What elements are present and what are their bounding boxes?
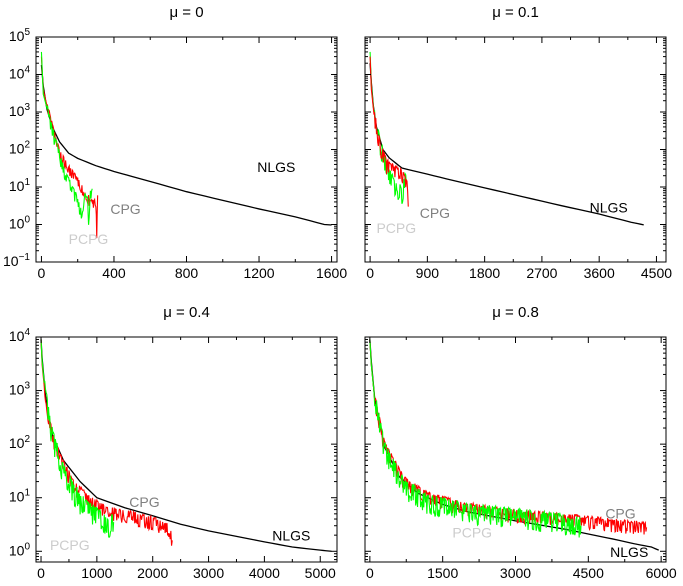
- x-tick-label: 400: [102, 265, 126, 281]
- chart-title: μ = 0: [169, 4, 203, 21]
- series-label-pcpg: PCPG: [452, 525, 492, 541]
- series-label-pcpg: PCPG: [376, 220, 416, 236]
- x-tick-label: 4500: [641, 265, 672, 281]
- series-line-pcpg: [369, 339, 582, 538]
- series-label-pcpg: PCPG: [69, 231, 109, 247]
- x-tick-label: 3000: [500, 565, 531, 581]
- x-tick-label: 800: [175, 265, 199, 281]
- x-tick-label: 0: [366, 565, 374, 581]
- y-tick-label: 102: [9, 140, 31, 157]
- y-tick-label: 10−1: [3, 252, 30, 269]
- y-tick-label: 103: [9, 381, 31, 398]
- x-tick-label: 4500: [573, 565, 604, 581]
- x-tick-label: 0: [38, 265, 46, 281]
- series-label-pcpg: PCPG: [50, 537, 90, 553]
- x-tick-label: 3600: [584, 265, 615, 281]
- x-tick-label: 1500: [427, 565, 458, 581]
- x-tick-label: 0: [37, 565, 45, 581]
- chart-title: μ = 0.4: [163, 304, 210, 321]
- series-label-cpg: CPG: [605, 505, 635, 521]
- series-line-cpg: [369, 56, 409, 207]
- series-line-nlgs: [40, 339, 332, 552]
- y-tick-label: 104: [9, 327, 31, 344]
- x-tick-label: 4000: [249, 565, 280, 581]
- y-tick-label: 104: [9, 65, 31, 82]
- x-tick-label: 1600: [316, 265, 347, 281]
- x-tick-label: 3000: [193, 565, 224, 581]
- y-tick-label: 103: [9, 102, 31, 119]
- chart-panel-2: μ = 0.4 0 1000 2000 3000 4000 5000 104 103 102 101…: [9, 304, 338, 581]
- chart-title: μ = 0.8: [492, 304, 539, 321]
- x-tick-label: 5000: [305, 565, 336, 581]
- y-tick-label: 105: [9, 27, 31, 44]
- series-line-pcpg: [40, 339, 115, 538]
- x-tick-label: 0: [366, 265, 374, 281]
- series-line-cpg: [40, 339, 173, 546]
- x-tick-label: 1000: [81, 565, 112, 581]
- series-label-cpg: CPG: [110, 201, 140, 217]
- x-tick-label: 2000: [137, 565, 168, 581]
- x-tick-label: 2700: [526, 265, 557, 281]
- series-line-nlgs: [40, 64, 332, 226]
- y-tick-label: 101: [9, 177, 31, 194]
- x-tick-label: 6000: [646, 565, 677, 581]
- series-label-nlgs: NLGS: [257, 159, 295, 175]
- y-tick-label: 102: [9, 434, 31, 451]
- y-tick-label: 100: [9, 215, 31, 232]
- x-tick-label: 1800: [469, 265, 500, 281]
- y-tick-label: 101: [9, 488, 31, 505]
- y-tick-label: 100: [9, 541, 31, 558]
- chart-panel-0: μ = 0 0 400 800 1200 1600 105 104 103 102 101 100 10…: [3, 4, 347, 281]
- chart-panel-3: μ = 0.8 0 1500 3000 4500 6000 NLGS CPG PCPG: [364, 304, 677, 581]
- plot-frame: [35, 36, 338, 263]
- series-label-nlgs: NLGS: [610, 544, 648, 560]
- chart-title: μ = 0.1: [492, 4, 539, 21]
- x-tick-label: 900: [416, 265, 440, 281]
- series-label-cpg: CPG: [420, 205, 450, 221]
- series-line-pcpg: [40, 51, 93, 225]
- series-label-nlgs: NLGS: [590, 199, 628, 215]
- series-label-cpg: CPG: [129, 494, 159, 510]
- x-tick-label: 1200: [243, 265, 274, 281]
- series-label-nlgs: NLGS: [272, 527, 310, 543]
- series-line-cpg: [40, 56, 99, 239]
- series-line-cpg: [369, 339, 648, 535]
